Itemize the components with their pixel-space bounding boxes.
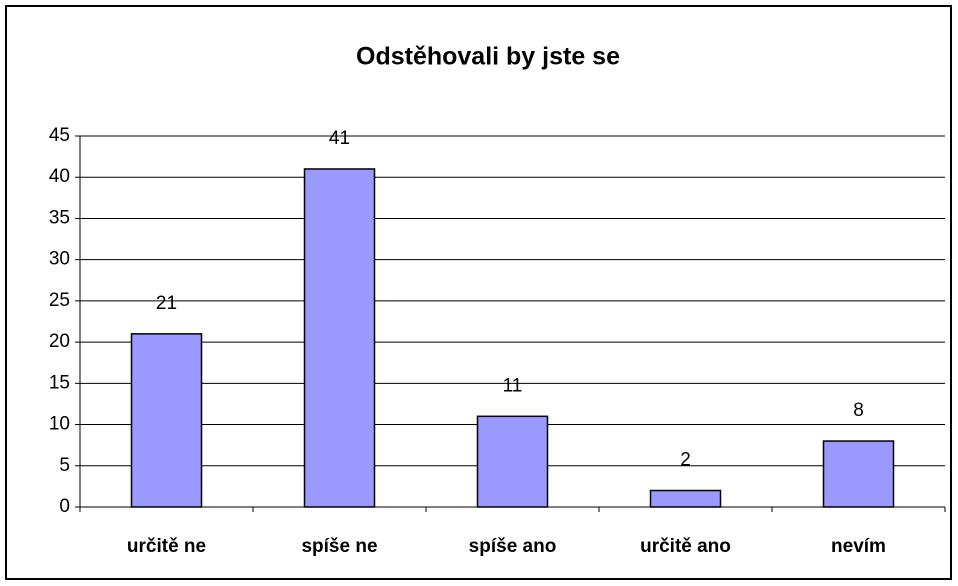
y-tick-label: 15	[49, 372, 70, 393]
y-tick-label: 30	[49, 249, 70, 270]
y-tick-label: 25	[49, 290, 70, 311]
y-tick-label: 10	[49, 414, 70, 435]
bar	[649, 489, 722, 508]
bar	[822, 440, 895, 508]
bar	[476, 415, 549, 508]
data-label: 2	[680, 450, 691, 471]
x-tick-label: určitě ano	[640, 536, 731, 557]
y-tick-label: 45	[49, 125, 70, 146]
y-tick-label: 5	[59, 455, 70, 476]
x-tick-label: určitě ne	[127, 536, 206, 557]
data-label: 21	[156, 293, 177, 314]
bar	[303, 168, 376, 508]
data-label: 8	[853, 400, 864, 421]
x-tick-label: spíše ano	[469, 536, 557, 557]
x-tick-label: spíše ne	[301, 536, 377, 557]
bar	[130, 333, 203, 508]
data-label: 11	[503, 375, 523, 396]
x-tick-label: nevím	[831, 536, 886, 557]
data-label: 41	[329, 128, 350, 149]
chart-title: Odstěhovali by jste se	[356, 43, 620, 71]
y-tick-label: 40	[49, 166, 70, 187]
y-tick-label: 0	[59, 496, 70, 517]
y-tick-label: 35	[49, 207, 70, 228]
y-tick-label: 20	[49, 331, 70, 352]
